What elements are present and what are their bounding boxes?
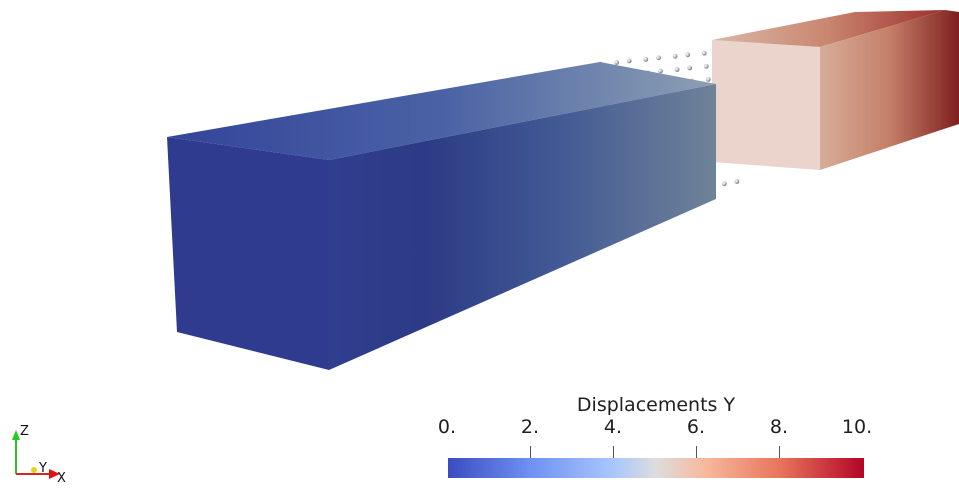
particle [614,60,619,65]
particle [734,179,740,184]
particle [687,65,693,71]
colorbar-title: Displacements Y [576,394,736,416]
particle [685,52,691,58]
colorbar-tick-mark [696,446,697,458]
right-box [712,10,959,170]
particle [658,68,663,74]
particle [672,53,678,59]
right-box-side-face [820,10,959,170]
colorbar-tick-label: 2. [520,416,540,438]
colorbar-tick-label: 4. [603,416,623,438]
colorbar [448,458,864,478]
left-box-top-face [167,62,716,160]
particle [626,58,632,64]
axis-x-label: X [57,471,66,486]
particle [643,57,649,62]
axis-z-label: Z [20,424,29,439]
particle [701,50,707,56]
right-box-front-face [712,40,820,170]
colorbar-tick-label: 10. [841,416,873,438]
particle [703,63,709,69]
colorbar-tick-label: 8. [769,416,789,438]
left-box-end-face [167,137,329,370]
particle [656,55,661,61]
particle [674,67,680,72]
particle [705,77,711,82]
colorbar-tick-mark [779,446,780,458]
colorbar-tick-label: 6. [686,416,706,438]
axes-triad-icon [12,430,60,479]
colorbar-tick-label: 0. [437,416,457,438]
colorbar-tick-mark [613,446,614,458]
left-box [167,62,716,370]
axis-y-label: Y [39,461,47,476]
colorbar-tick-mark [530,446,531,458]
particle [721,181,727,187]
left-box-long-face [329,84,716,370]
right-box-top-face [712,10,945,47]
